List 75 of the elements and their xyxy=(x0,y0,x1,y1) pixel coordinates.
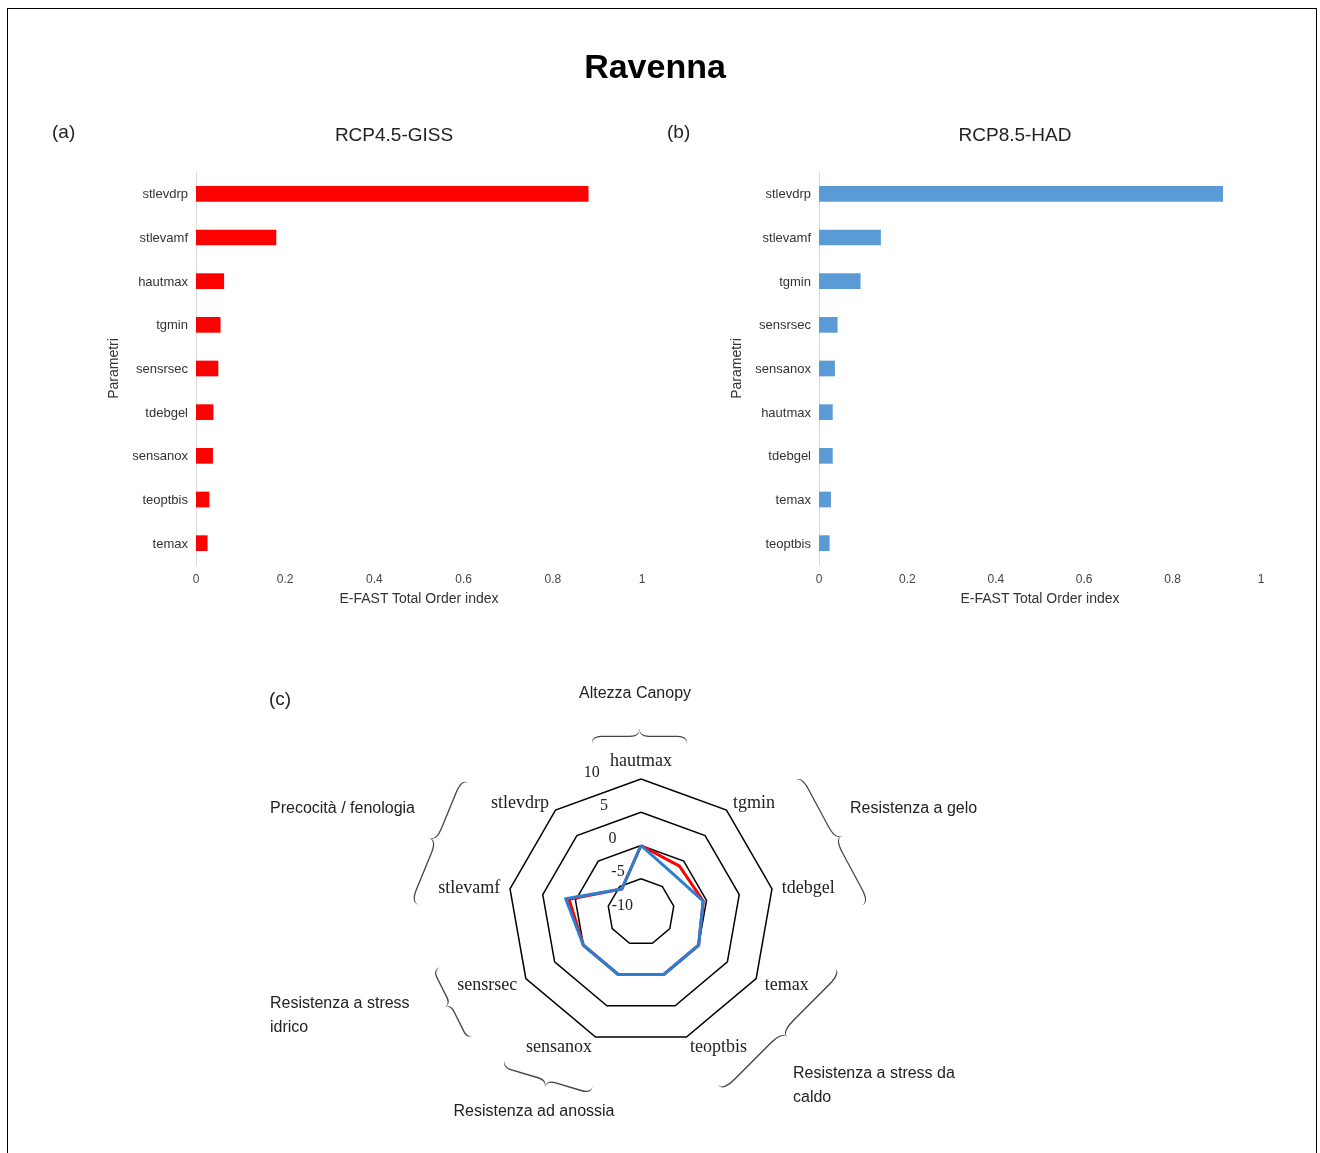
spoke-label: sensrsec xyxy=(457,973,518,994)
bar xyxy=(196,273,225,290)
y-tick-label: 5 xyxy=(600,795,609,813)
y-tick-label: 10 xyxy=(583,762,600,780)
x-tick-label: 0 xyxy=(815,572,823,586)
spoke-label: stlevamf xyxy=(438,877,501,898)
y-tick-label: hautmax xyxy=(138,273,189,289)
bar xyxy=(196,185,589,202)
spoke-label: tgmin xyxy=(732,792,775,813)
x-tick-label: 0.4 xyxy=(366,572,384,586)
spoke-label: stlevdrp xyxy=(491,792,550,813)
y-tick-label: tgmin xyxy=(156,317,188,333)
y-tick-label: teoptbis xyxy=(765,535,812,551)
bar xyxy=(819,404,833,421)
y-tick-label: sensanox xyxy=(132,448,189,464)
bar xyxy=(819,535,830,552)
bar xyxy=(196,404,214,421)
y-axis-title: Parametri xyxy=(105,338,121,399)
text: Resistenza ad anossia xyxy=(453,1102,615,1119)
text: Resistenza a stress da caldo xyxy=(793,1063,956,1107)
bar xyxy=(819,229,881,246)
bar xyxy=(196,360,219,377)
x-tick-label: 0.2 xyxy=(899,572,917,586)
text: Altezza Canopy xyxy=(577,683,693,703)
text: Ravenna xyxy=(583,46,727,86)
bar xyxy=(819,185,1223,202)
bar xyxy=(196,316,221,333)
x-axis-title: E-FAST Total Order index xyxy=(960,590,1120,606)
x-tick-label: 0.2 xyxy=(276,572,294,586)
y-tick-label: hautmax xyxy=(761,404,812,420)
bar xyxy=(196,535,208,552)
y-tick-label: -5 xyxy=(611,862,625,880)
bar xyxy=(196,447,213,464)
y-tick-label: tgmin xyxy=(779,273,811,289)
bar xyxy=(196,229,277,246)
text: Resistenza a gelo xyxy=(850,798,978,818)
y-tick-label: sensrsec xyxy=(135,361,189,376)
bar xyxy=(196,491,210,508)
spoke-label: teoptbis xyxy=(689,1036,747,1057)
x-tick-label: 1 xyxy=(1257,572,1265,586)
y-tick-label: temax xyxy=(152,535,189,551)
text: Resistenza a stress idrico xyxy=(270,993,411,1037)
text: (b) xyxy=(667,119,691,144)
bar xyxy=(819,491,831,508)
x-tick-label: 0.4 xyxy=(987,572,1005,586)
y-tick-label: sensrsec xyxy=(758,317,812,333)
text: Precocità / fenologia xyxy=(270,798,415,818)
text: (a) xyxy=(52,119,76,144)
x-tick-label: 0.6 xyxy=(1075,572,1093,586)
chart-title: RCP8.5-HAD xyxy=(958,124,1072,145)
y-tick-label: stlevamf xyxy=(762,230,812,245)
x-tick-label: 0 xyxy=(192,572,200,586)
y-tick-label: tdebgel xyxy=(145,404,189,420)
y-tick-label: 0 xyxy=(608,829,617,846)
y-tick-label: tdebgel xyxy=(768,448,812,464)
spoke-label: sensanox xyxy=(526,1036,593,1057)
y-tick-label: teoptbis xyxy=(142,492,189,507)
y-tick-label: stlevamf xyxy=(139,230,189,245)
y-tick-label: -10 xyxy=(611,895,633,913)
y-tick-label: stlevdrp xyxy=(765,186,811,202)
y-tick-label: temax xyxy=(775,492,812,507)
text: (c) xyxy=(269,686,292,711)
bar xyxy=(819,360,835,377)
x-tick-label: 1 xyxy=(638,572,646,586)
bar xyxy=(819,316,838,333)
y-tick-label: stlevdrp xyxy=(142,186,188,202)
bar xyxy=(819,273,861,290)
x-tick-label: 0.8 xyxy=(1164,572,1182,586)
x-tick-label: 0.6 xyxy=(455,572,473,586)
y-axis-title: Parametri xyxy=(728,338,744,399)
chart-title: RCP4.5-GISS xyxy=(334,124,454,145)
x-axis-title: E-FAST Total Order index xyxy=(339,590,499,606)
bar xyxy=(819,447,833,464)
y-tick-label: sensanox xyxy=(755,361,812,376)
x-tick-label: 0.8 xyxy=(544,572,562,586)
